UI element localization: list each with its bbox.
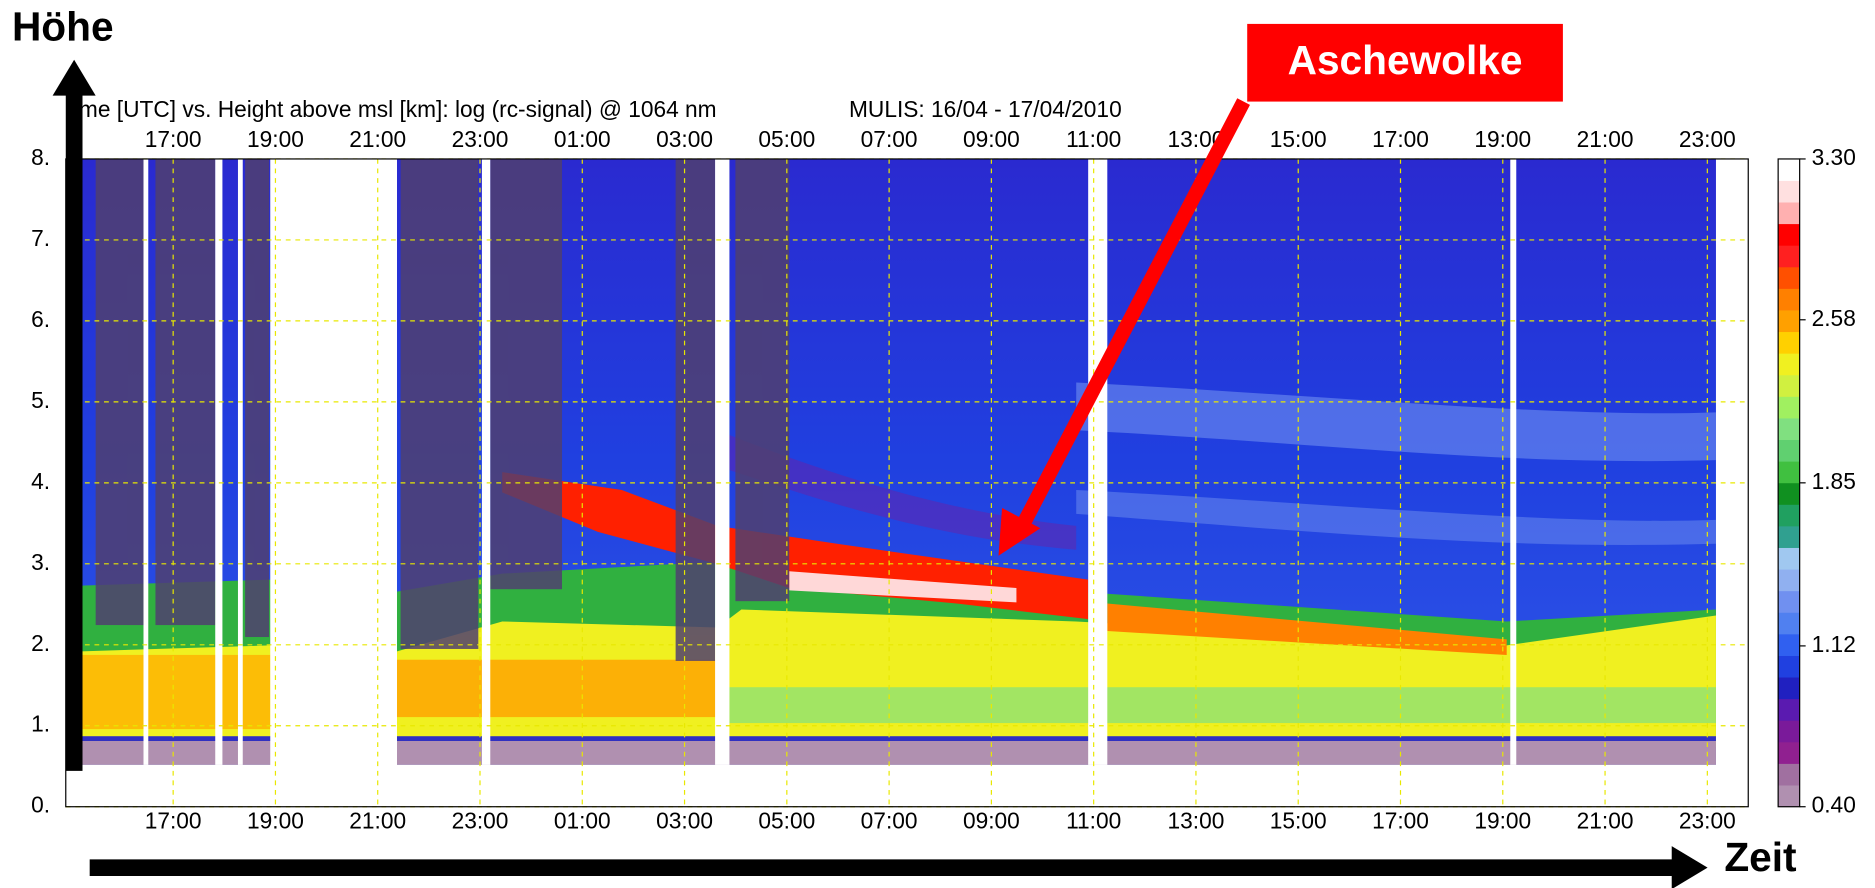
- colorbar-step: [1778, 482, 1800, 505]
- x-tick-label-top: 07:00: [861, 126, 918, 152]
- colorbar-step: [1778, 655, 1800, 678]
- x-tick-label-top: 19:00: [1474, 126, 1531, 152]
- x-tick-label-top: 17:00: [145, 126, 202, 152]
- x-tick-label: 19:00: [247, 807, 304, 833]
- colorbar-step: [1778, 439, 1800, 462]
- colorbar-step: [1778, 569, 1800, 592]
- colorbar-tick-label: 0.40: [1812, 792, 1856, 818]
- colorbar-step: [1778, 396, 1800, 419]
- x-arrow-head: [1671, 846, 1708, 888]
- colorbar-step: [1778, 202, 1800, 225]
- colorbar-step: [1778, 266, 1800, 289]
- annotation: Aschewolke: [1288, 37, 1523, 83]
- annotation-arrow: [1016, 98, 1250, 530]
- y-tick-label: 3.: [31, 549, 50, 575]
- colorbar-step: [1778, 223, 1800, 246]
- x-tick-label-top: 19:00: [247, 126, 304, 152]
- x-tick-label-top: 15:00: [1270, 126, 1327, 152]
- colorbar-tick-label: 1.12: [1812, 631, 1856, 657]
- annotation-box: [1247, 23, 1563, 102]
- x-tick-label: 13:00: [1168, 807, 1225, 833]
- x-tick-label-top: 23:00: [452, 126, 509, 152]
- x-axis-label: Zeit: [1724, 834, 1797, 880]
- y-tick-label: 7.: [31, 225, 50, 251]
- x-tick-label: 01:00: [554, 807, 611, 833]
- x-tick-label-top: 23:00: [1679, 126, 1736, 152]
- x-tick-label-top: 11:00: [1066, 126, 1121, 152]
- colorbar-step: [1778, 418, 1800, 441]
- x-tick-label-top: 05:00: [758, 126, 815, 152]
- x-tick-label: 23:00: [1679, 807, 1736, 833]
- colorbar-step: [1778, 158, 1800, 181]
- colorbar-step: [1778, 180, 1800, 203]
- x-tick-label: 03:00: [656, 807, 713, 833]
- colorbar-step: [1778, 698, 1800, 721]
- x-tick-label: 09:00: [963, 807, 1020, 833]
- y-axis-label: Höhe: [12, 4, 114, 50]
- x-tick-label: 19:00: [1474, 807, 1531, 833]
- colorbar-step: [1778, 310, 1800, 333]
- annotation-arrow-head: [998, 507, 1041, 556]
- colorbar-step: [1778, 785, 1800, 808]
- y-tick-label: 4.: [31, 468, 50, 494]
- colorbar-step: [1778, 677, 1800, 700]
- x-tick-label-top: 21:00: [1577, 126, 1634, 152]
- x-tick-label-top: 21:00: [349, 126, 406, 152]
- x-tick-label: 15:00: [1270, 807, 1327, 833]
- colorbar-tick-label: 2.58: [1812, 305, 1856, 331]
- x-tick-label: 07:00: [861, 807, 918, 833]
- colorbar-step: [1778, 547, 1800, 570]
- x-tick-label: 11:00: [1066, 807, 1121, 833]
- x-tick-label: 21:00: [1577, 807, 1634, 833]
- y-arrow-head: [52, 59, 96, 96]
- x-tick-label: 17:00: [1372, 807, 1429, 833]
- y-tick-label: 2.: [31, 630, 50, 656]
- x-tick-label: 05:00: [758, 807, 815, 833]
- x-tick-label-top: 03:00: [656, 126, 713, 152]
- y-tick-label: 1.: [31, 711, 50, 737]
- x-tick-label-top: 01:00: [554, 126, 611, 152]
- chart-subtitle: MULIS: 16/04 - 17/04/2010: [849, 96, 1122, 122]
- x-tick-label-top: 09:00: [963, 126, 1020, 152]
- chart-title: me [UTC] vs. Height above msl [km]: log …: [79, 96, 717, 122]
- colorbar-step: [1778, 612, 1800, 635]
- colorbar-step: [1778, 763, 1800, 786]
- x-tick-label-top: 17:00: [1372, 126, 1429, 152]
- x-tick-label: 21:00: [349, 807, 406, 833]
- colorbar-step: [1778, 245, 1800, 268]
- x-tick-label: 23:00: [452, 807, 509, 833]
- y-tick-label: 5.: [31, 387, 50, 413]
- colorbar-step: [1778, 374, 1800, 397]
- colorbar-tick-label: 3.30: [1812, 144, 1856, 170]
- y-tick-label: 6.: [31, 306, 50, 332]
- colorbar-step: [1778, 288, 1800, 311]
- colorbar-step: [1778, 720, 1800, 743]
- colorbar-step: [1778, 331, 1800, 354]
- colorbar-step: [1778, 461, 1800, 484]
- colorbar-step: [1778, 741, 1800, 764]
- x-tick-label: 17:00: [145, 807, 202, 833]
- colorbar-step: [1778, 353, 1800, 376]
- y-tick-label: 0.: [31, 792, 50, 818]
- colorbar-tick-label: 1.85: [1812, 468, 1856, 494]
- colorbar-step: [1778, 590, 1800, 613]
- colorbar-step: [1778, 504, 1800, 527]
- colorbar-step: [1778, 526, 1800, 548]
- y-tick-label: 8.: [31, 144, 50, 170]
- colorbar-step: [1778, 633, 1800, 656]
